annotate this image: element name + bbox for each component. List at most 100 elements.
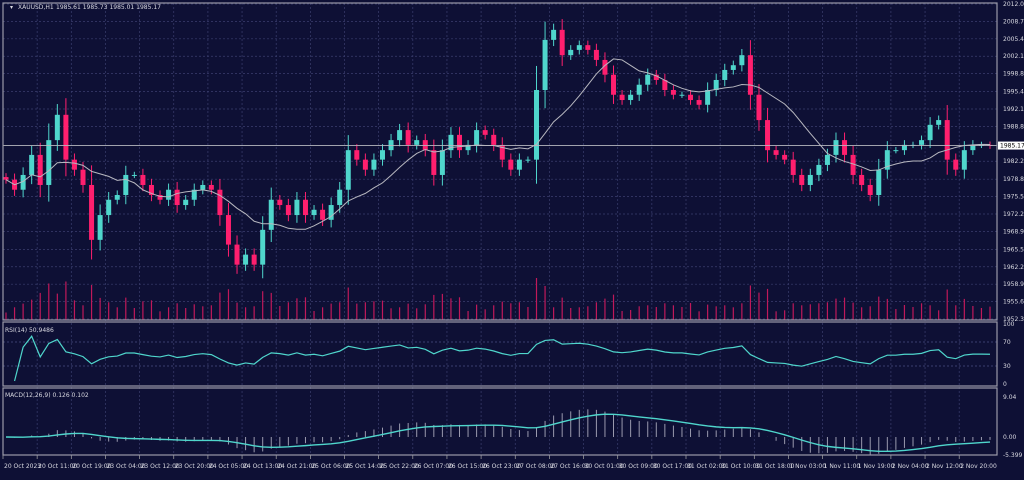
candle-body: [54, 114, 60, 141]
candle-body: [285, 205, 291, 216]
candle-body: [756, 94, 762, 121]
time-tick-label: 1 Nov 11:00: [824, 463, 861, 470]
time-tick-label: 1 Nov 19:00: [858, 463, 895, 470]
time-tick-label: 31 Oct 10:00: [721, 463, 760, 470]
price-tick-label: 1982.20: [1003, 158, 1024, 165]
pane-frames: [2, 2, 998, 456]
macd-level-label: 0.00: [1003, 434, 1017, 441]
candle-body: [850, 154, 856, 175]
rsi-level-label: 0: [1003, 381, 1007, 388]
time-tick-label: 31 Oct 02:00: [687, 463, 726, 470]
candles: [3, 19, 993, 279]
candle-body: [89, 184, 95, 240]
candle-body: [397, 130, 403, 141]
collapse-icon[interactable]: ▾: [10, 4, 13, 11]
candle-body: [243, 254, 249, 265]
time-tick-label: 27 Oct 16:00: [550, 463, 589, 470]
candle-body: [765, 120, 771, 151]
candle-body: [311, 209, 317, 216]
candle-body: [576, 45, 582, 50]
price-tick-label: 2012.00: [1003, 1, 1024, 8]
candle-body: [936, 120, 942, 125]
candle-body: [944, 120, 950, 160]
candle-body: [542, 39, 548, 91]
candle-body: [970, 144, 976, 151]
candle-body: [790, 159, 796, 175]
candle-body: [611, 74, 617, 95]
time-tick-label: 24 Oct 05:00: [209, 463, 248, 470]
axes: 2012.00 2008.70 2005.40 2002.10 1998.80 1995.…: [2, 1, 1024, 470]
time-tick-label: 20 Oct 2023: [4, 463, 41, 470]
macd-label: MACD(12,26,9) 0.126 0.102: [5, 392, 89, 399]
candle-body: [893, 150, 899, 152]
time-tick-label: 24 Oct 21:00: [277, 463, 316, 470]
candle-body: [431, 150, 437, 175]
candle-body: [713, 79, 719, 91]
price-tick-label: 2002.10: [1003, 53, 1024, 60]
candle-body: [585, 45, 591, 50]
candle-body: [645, 74, 651, 85]
candle-body: [807, 174, 813, 185]
candle-body: [379, 150, 385, 160]
candle-body: [482, 130, 488, 135]
price-tick-label: 1952.30: [1003, 316, 1024, 323]
candle-body: [927, 124, 933, 141]
time-tick-label: 20 Oct 11:00: [38, 463, 77, 470]
rsi-line: [13, 335, 991, 382]
current-price-badge: [998, 141, 1024, 150]
pane-border: [2, 2, 998, 321]
time-tick-label: 27 Oct 08:00: [516, 463, 555, 470]
time-tick-label: 20 Oct 19:00: [72, 463, 111, 470]
price-tick-label: 1958.90: [1003, 281, 1024, 288]
rsi-pane: [13, 335, 991, 382]
candle-body: [260, 229, 266, 265]
time-tick-label: 26 Oct 23:00: [482, 463, 521, 470]
candle-body: [388, 140, 394, 151]
candle-body: [123, 174, 129, 196]
candle-body: [320, 209, 326, 220]
candle-body: [901, 144, 907, 151]
time-tick-label: 30 Oct 17:00: [653, 463, 692, 470]
price-tick-label: 1972.20: [1003, 211, 1024, 218]
candle-body: [439, 150, 445, 175]
time-tick-label: 23 Oct 20:00: [175, 463, 214, 470]
candle-body: [559, 29, 565, 56]
time-tick-label: 25 Oct 06:00: [311, 463, 350, 470]
time-tick-label: 25 Oct 22:00: [380, 463, 419, 470]
candle-body: [534, 90, 540, 160]
price-tick-label: 1988.80: [1003, 123, 1024, 130]
candle-body: [628, 94, 634, 101]
price-tick-label: 1965.50: [1003, 246, 1024, 253]
time-tick-label: 2 Nov 20:00: [960, 463, 997, 470]
price-tick-label: 2008.70: [1003, 18, 1024, 25]
price-tick-label: 1968.90: [1003, 228, 1024, 235]
candle-body: [730, 65, 736, 70]
candle-body: [448, 134, 454, 151]
candle-body: [722, 69, 728, 80]
candle-body: [670, 90, 676, 95]
candle-body: [773, 150, 779, 155]
candle-body: [867, 184, 873, 196]
price-tick-label: 1978.80: [1003, 176, 1024, 183]
candle-body: [422, 140, 428, 151]
candle-body: [696, 100, 702, 105]
candle-body: [225, 215, 231, 245]
candle-body: [140, 174, 146, 185]
candle-body: [465, 144, 471, 151]
candle-body: [799, 174, 805, 185]
price-tick-label: 1975.50: [1003, 194, 1024, 201]
time-tick-label: 23 Oct 12:00: [141, 463, 180, 470]
candle-body: [414, 140, 420, 145]
time-tick-label: 26 Oct 07:00: [414, 463, 453, 470]
candle-body: [593, 49, 599, 60]
candle-body: [174, 189, 180, 206]
candle-body: [208, 184, 214, 190]
candle-body: [345, 150, 351, 190]
candle-body: [619, 94, 625, 101]
time-tick-label: 31 Oct 18:00: [755, 463, 794, 470]
price-tick-label: 2005.40: [1003, 36, 1024, 43]
pane-border: [2, 321, 998, 387]
candle-body: [217, 189, 223, 216]
